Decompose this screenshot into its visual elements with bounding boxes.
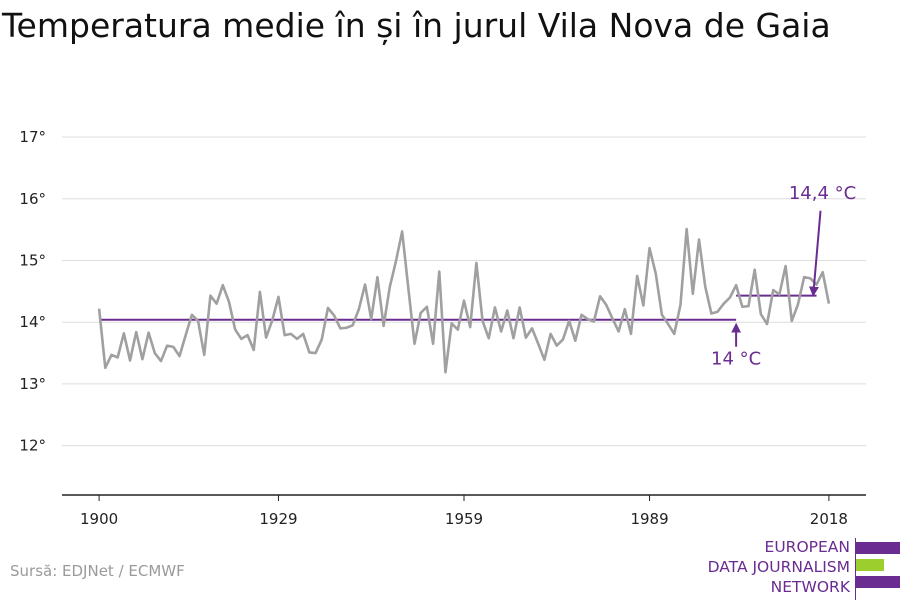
grid-lines bbox=[62, 136, 866, 447]
y-tick-label: 15° bbox=[19, 251, 46, 269]
annotation-arrow-14-4c bbox=[808, 210, 822, 297]
logo-text-line-2: DATA JOURNALISM bbox=[707, 558, 850, 576]
y-tick-label: 12° bbox=[19, 437, 46, 455]
y-axis-ticks: 12° 13° 14° 15° 16° 17° bbox=[19, 128, 46, 455]
chart-title: Temperatura medie în și în jurul Vila No… bbox=[2, 6, 831, 45]
y-tick-label: 17° bbox=[19, 128, 46, 146]
logo-text-line-1: EUROPEAN bbox=[764, 538, 850, 556]
logo-bar-bottom bbox=[856, 576, 900, 588]
x-tick-label: 1959 bbox=[445, 510, 483, 528]
annotations: 14 °C 14,4 °C bbox=[711, 183, 856, 370]
edjnet-logo: EUROPEAN DATA JOURNALISM NETWORK bbox=[680, 530, 900, 600]
source-note: Sursă: EDJNet / ECMWF bbox=[10, 562, 185, 580]
x-tick-label: 1989 bbox=[630, 510, 668, 528]
y-tick-label: 14° bbox=[19, 313, 46, 331]
annotation-label-14-4c: 14,4 °C bbox=[789, 183, 856, 204]
logo-divider bbox=[855, 538, 856, 600]
y-tick-label: 16° bbox=[19, 190, 46, 208]
x-tick-label: 1900 bbox=[80, 510, 118, 528]
logo-bar-middle bbox=[856, 559, 884, 571]
y-tick-label: 13° bbox=[19, 375, 46, 393]
annotation-label-14c: 14 °C bbox=[711, 349, 761, 370]
x-axis-ticks: 1900 1929 1959 1989 2018 bbox=[80, 495, 848, 528]
logo-bar-top bbox=[856, 542, 900, 554]
series-line bbox=[97, 227, 831, 374]
logo-text-line-3: NETWORK bbox=[770, 578, 850, 596]
x-tick-label: 2018 bbox=[810, 510, 848, 528]
x-tick-label: 1929 bbox=[259, 510, 297, 528]
